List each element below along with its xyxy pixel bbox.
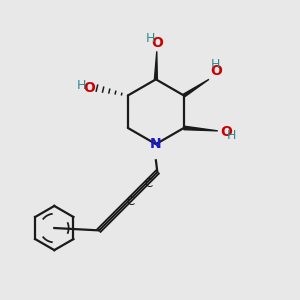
Text: N: N (150, 137, 162, 151)
Text: O: O (210, 64, 222, 78)
Text: O: O (152, 36, 164, 50)
Text: C: C (144, 177, 152, 190)
Polygon shape (184, 126, 218, 131)
Text: H: H (210, 58, 220, 71)
Text: C: C (127, 195, 135, 208)
Text: H: H (226, 129, 236, 142)
Text: O: O (84, 81, 95, 95)
Text: H: H (76, 79, 86, 92)
Polygon shape (183, 79, 209, 97)
Text: O: O (220, 125, 232, 139)
Polygon shape (154, 51, 158, 80)
Text: H: H (145, 32, 155, 45)
